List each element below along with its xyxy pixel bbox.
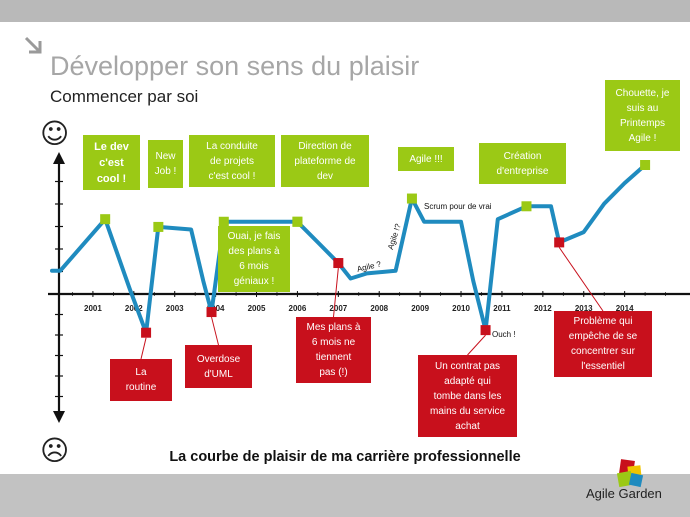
y-axis-arrow-down-icon: [53, 411, 65, 423]
bottom-bar: [0, 474, 690, 517]
positive-event-marker: [292, 216, 303, 227]
x-tick-label: 2013: [575, 304, 593, 313]
agile-garden-logo: [616, 459, 644, 488]
x-tick-label: 2005: [248, 304, 266, 313]
event-label: Agile !!!: [409, 153, 443, 165]
event-label: Problème qui empêche de se concentrer sur l…: [568, 316, 638, 372]
positive-event-marker: [406, 193, 417, 204]
event-label: La routine: [125, 367, 157, 393]
x-tick-label: 2010: [452, 304, 470, 313]
positive-event-box: Le dev c'est cool !: [83, 135, 140, 190]
negative-event-box: Un contrat pas adapté qui tombe dans les ma…: [418, 355, 517, 437]
event-connector: [558, 247, 604, 312]
event-label: Création d'entreprise: [496, 150, 549, 177]
x-tick-label: 2002: [125, 304, 143, 313]
x-tick-label: 2007: [329, 304, 347, 313]
event-label: New Job !: [154, 151, 177, 177]
y-axis-arrow-up-icon: [53, 152, 65, 164]
negative-event-marker: [480, 325, 491, 336]
x-tick-label: 2001: [84, 304, 102, 313]
negative-event-marker: [554, 237, 565, 248]
top-bar: [0, 0, 690, 22]
negative-event-marker: [141, 327, 152, 338]
happy-face-icon: ☺: [40, 117, 70, 150]
positive-event-box: Création d'entreprise: [479, 143, 566, 184]
positive-event-box: Chouette, je suis au Printemps Agile !: [605, 80, 680, 151]
corner-arrow-icon: [24, 36, 42, 54]
sad-face-icon: ☹: [40, 434, 70, 467]
slide-subtitle: Commencer par soi: [50, 87, 199, 106]
x-tick-label: 2008: [370, 304, 388, 313]
positive-event-marker: [218, 216, 229, 227]
negative-event-marker: [333, 258, 344, 269]
x-tick-label: 2006: [289, 304, 307, 313]
event-connector: [211, 316, 219, 346]
positive-event-box: Direction de plateforme de dev: [281, 135, 369, 187]
x-tick-label: 2012: [534, 304, 552, 313]
event-connector: [140, 337, 147, 360]
positive-event-marker: [153, 221, 164, 232]
negative-event-box: Problème qui empêche de se concentrer sur l…: [554, 311, 652, 377]
logo-text: Agile Garden: [586, 486, 662, 501]
positive-event-marker: [100, 214, 111, 225]
positive-event-box: Agile !!!: [398, 147, 454, 171]
curve-note-ouch: Ouch !: [492, 330, 516, 339]
x-tick-label: 2014: [616, 304, 634, 313]
positive-event-box: La conduite de projets c'est cool !: [189, 135, 275, 187]
event-label: Chouette, je suis au Printemps Agile !: [615, 87, 670, 144]
pleasure-curve-line: [50, 163, 648, 335]
negative-event-box: La routine: [110, 359, 172, 401]
event-label: Overdose d'UML: [196, 353, 241, 380]
positive-event-marker: [521, 201, 532, 212]
negative-event-marker: [206, 307, 217, 318]
event-label: La conduite de projets c'est cool !: [206, 140, 258, 182]
x-tick-label: 2003: [166, 304, 184, 313]
curve-note-scrum: Scrum pour de vrai: [424, 202, 492, 211]
x-tick-label: 2011: [493, 304, 511, 313]
slide-title: Développer son sens du plaisir: [50, 51, 420, 81]
event-label: Direction de plateforme de dev: [294, 140, 356, 182]
chart-caption: La courbe de plaisir de ma carrière prof…: [169, 449, 521, 465]
positive-event-marker: [640, 160, 651, 170]
event-label: Le dev c'est cool !: [94, 140, 129, 185]
event-connector: [467, 334, 486, 356]
event-connector: [333, 267, 339, 318]
event-label: Un contrat pas adapté qui tombe dans les ma…: [429, 360, 506, 432]
negative-event-box: Overdose d'UML: [185, 345, 252, 388]
positive-event-box: New Job !: [148, 140, 183, 188]
x-tick-label: 2009: [411, 304, 429, 313]
